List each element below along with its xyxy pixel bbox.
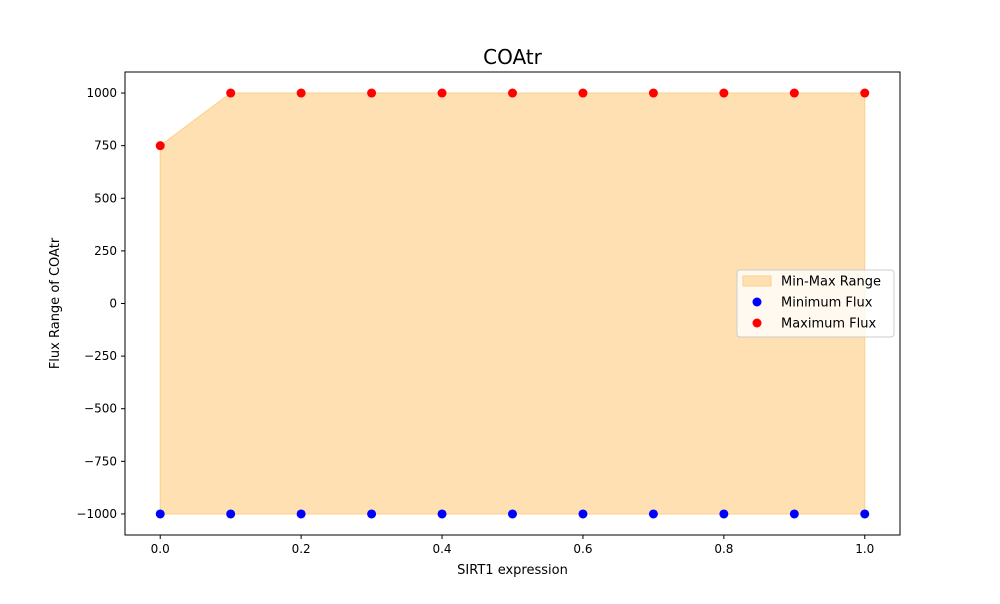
- maximum-flux-point: [508, 88, 517, 98]
- minimum-flux-point: [296, 509, 306, 519]
- y-tick-label: −750: [84, 454, 117, 468]
- y-tick-label: −500: [84, 402, 117, 416]
- minimum-flux-point: [155, 509, 165, 519]
- legend-box: [736, 269, 895, 338]
- legend-label-min: Minimum Flux: [781, 296, 873, 311]
- y-tick-label: 250: [94, 244, 117, 258]
- y-tick-label: 0: [109, 297, 117, 311]
- maximum-flux-point: [860, 88, 870, 98]
- maximum-flux-point: [437, 88, 447, 98]
- minimum-flux-point: [860, 509, 870, 519]
- legend-label-range: Min-Max Range: [781, 275, 881, 290]
- legend: Min-Max Range Minimum Flux Maximum Flux: [736, 269, 895, 338]
- y-axis-label: Flux Range of COAtr: [48, 237, 63, 369]
- legend-swatch-range: [742, 275, 772, 287]
- minimum-flux-point: [789, 509, 799, 519]
- y-tick-label: 500: [94, 191, 117, 205]
- maximum-flux-point: [296, 88, 306, 98]
- minimum-flux-point: [578, 509, 588, 519]
- minimum-flux-point: [719, 509, 729, 519]
- maximum-flux-point: [155, 141, 165, 151]
- x-tick-label: 0.6: [573, 542, 592, 556]
- y-tick-label: −250: [84, 349, 117, 363]
- minimum-flux-point: [648, 509, 658, 519]
- x-axis-label: SIRT1 expression: [457, 563, 568, 578]
- x-tick-label: 0.4: [432, 542, 451, 556]
- maximum-flux-point: [578, 88, 588, 98]
- maximum-flux-point: [226, 88, 236, 98]
- legend-label-max: Maximum Flux: [781, 317, 877, 332]
- legend-marker-max: [752, 318, 762, 328]
- x-tick-label: 0.8: [714, 542, 733, 556]
- minimum-flux-point: [226, 509, 236, 519]
- maximum-flux-point: [719, 88, 729, 98]
- x-ticks: 0.0 0.2 0.4 0.6 0.8 1.0: [151, 535, 874, 556]
- y-tick-label: −1000: [76, 507, 117, 521]
- maximum-flux-point: [648, 88, 658, 98]
- y-tick-label: 750: [94, 139, 117, 153]
- minimum-flux-point: [508, 509, 517, 519]
- x-tick-label: 1.0: [855, 542, 874, 556]
- minimum-flux-point: [367, 509, 377, 519]
- minimum-flux-point: [437, 509, 447, 519]
- points-layer: [155, 88, 870, 519]
- maximum-flux-point: [789, 88, 799, 98]
- legend-marker-min: [752, 297, 762, 307]
- x-tick-label: 0.2: [292, 542, 311, 556]
- y-tick-label: 1000: [86, 86, 117, 100]
- y-ticks: −1000 −750 −500 −250 0 250 500 750 1000: [76, 86, 125, 521]
- maximum-flux-point: [367, 88, 377, 98]
- chart-title: COAtr: [483, 45, 543, 69]
- x-tick-label: 0.0: [151, 542, 170, 556]
